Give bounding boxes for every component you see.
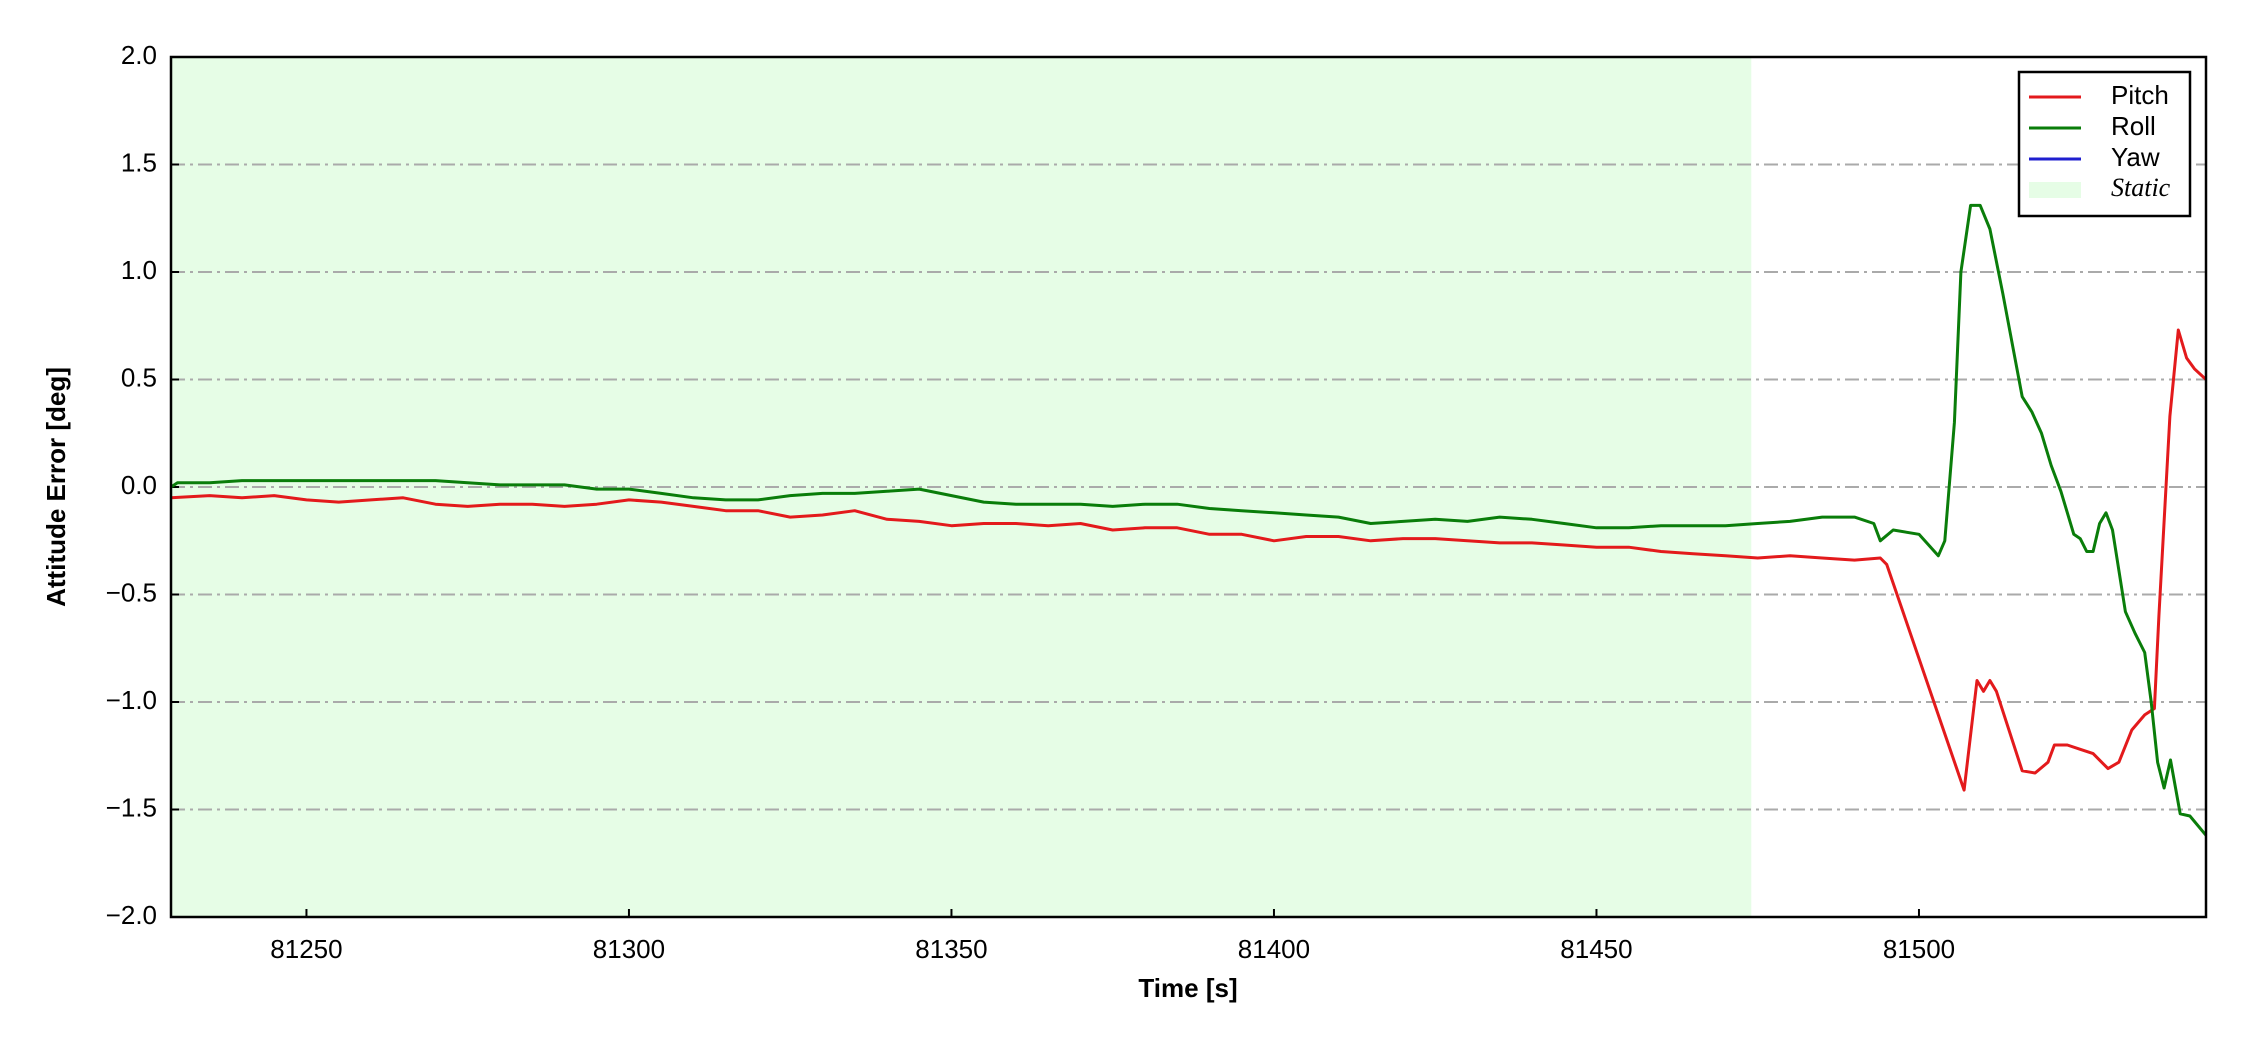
plot-frame <box>169 55 2208 919</box>
y-tick-label: −2.0 <box>106 900 157 930</box>
x-tick-label: 81500 <box>1883 934 1955 964</box>
y-tick-label: 1.5 <box>121 147 157 177</box>
y-tick-label: 0.5 <box>121 362 157 392</box>
y-tick-label: 2.0 <box>121 40 157 70</box>
series-line <box>170 328 2208 792</box>
legend-label: Static <box>2111 173 2171 202</box>
x-tick-label: 81450 <box>1560 934 1632 964</box>
x-tick-label: 81350 <box>915 934 987 964</box>
y-tick-label: −1.5 <box>106 792 157 822</box>
y-axis-label: Attitude Error [deg] <box>41 367 71 607</box>
y-tick-label: −1.0 <box>106 685 157 715</box>
y-tick-label: 1.0 <box>121 255 157 285</box>
x-tick-label: 81250 <box>270 934 342 964</box>
x-tick-label: 81300 <box>593 934 665 964</box>
series-line <box>170 203 2208 837</box>
legend-label: Yaw <box>2111 142 2160 172</box>
legend-label: Roll <box>2111 111 2156 141</box>
y-tick-label: 0.0 <box>121 470 157 500</box>
legend-label: Pitch <box>2111 80 2169 110</box>
x-axis-label: Time [s] <box>1138 973 1237 1003</box>
legend-swatch <box>2029 182 2081 198</box>
y-tick-label: −0.5 <box>106 577 157 607</box>
x-tick-label: 81400 <box>1238 934 1310 964</box>
